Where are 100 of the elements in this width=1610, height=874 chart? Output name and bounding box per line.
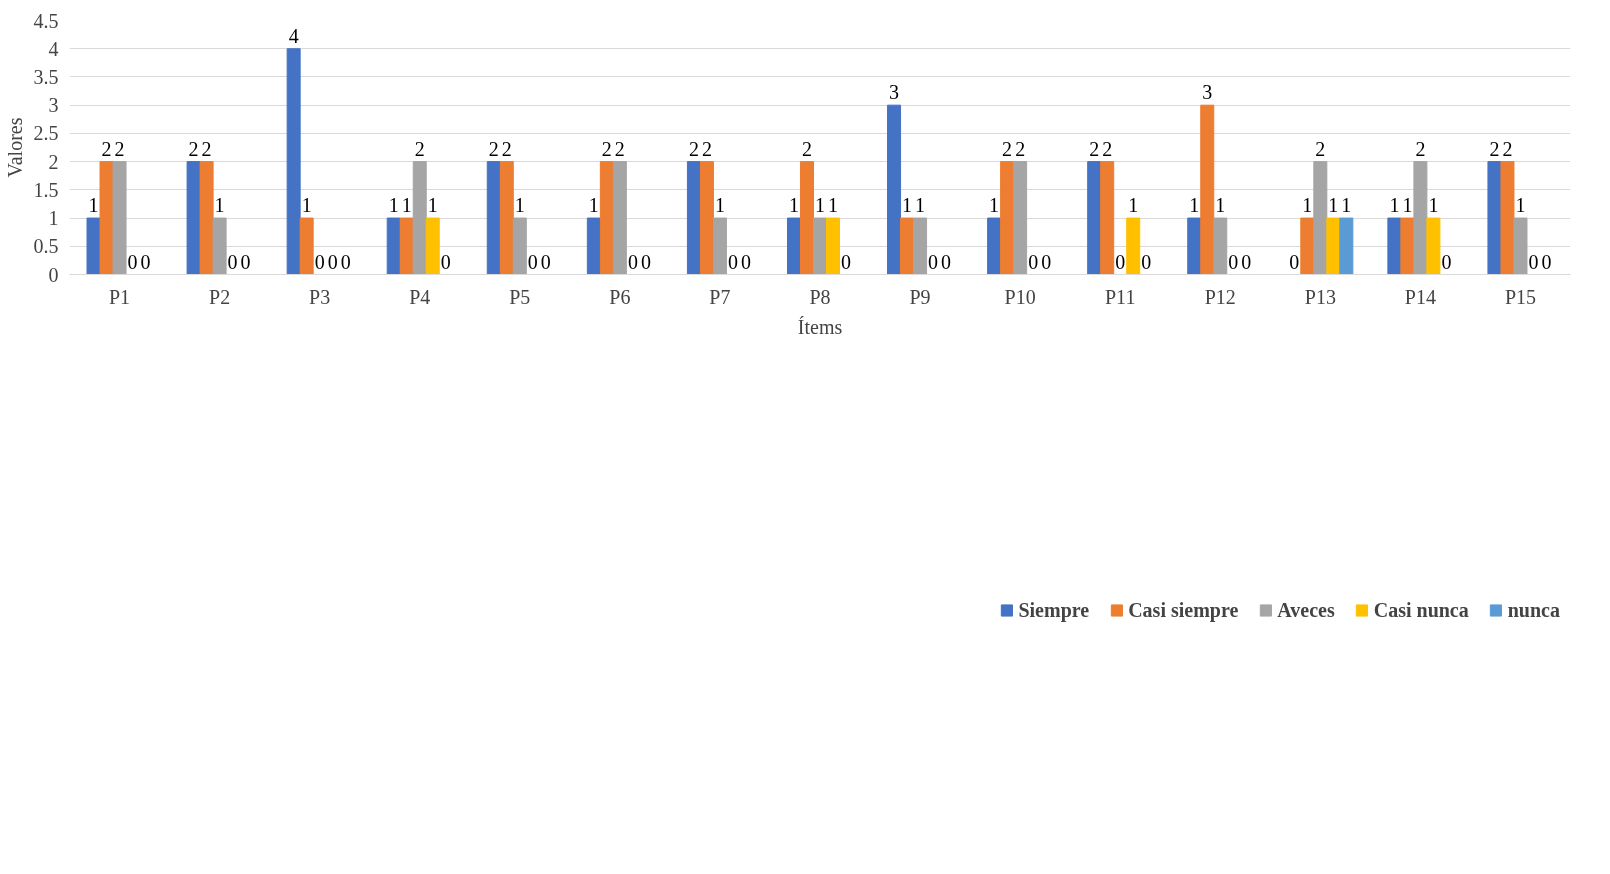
x-tick-label: P3 (309, 285, 331, 308)
data-label: 1 (1302, 194, 1313, 217)
data-label: 3 (1202, 81, 1213, 104)
data-label: 1 (1428, 194, 1439, 217)
data-label: 1 (514, 194, 525, 217)
data-label: 2 (1015, 137, 1026, 160)
bar (99, 161, 114, 275)
data-label: 1 (1128, 194, 1139, 217)
data-label: 0 (1289, 250, 1300, 273)
legend-label: nunca (1507, 598, 1560, 622)
legend-label: Casi siempre (1128, 598, 1239, 622)
x-tick-label: P1 (108, 285, 131, 308)
bar (386, 217, 401, 275)
bar (786, 217, 801, 275)
legend-label: Casi nunca (1373, 598, 1469, 622)
data-label: 0 (240, 250, 251, 273)
bar (1326, 217, 1341, 275)
data-label: 0 (1228, 250, 1239, 273)
bar (1213, 217, 1228, 275)
data-label: 0 (1541, 250, 1552, 273)
y-tick-label: 3 (48, 94, 59, 117)
data-label: 1 (1515, 194, 1526, 217)
legend-label: Siempre (1018, 598, 1090, 622)
bar (499, 161, 514, 275)
bar (299, 217, 314, 275)
bar (1000, 161, 1015, 275)
data-label: 1 (1341, 194, 1352, 217)
bar (412, 161, 427, 275)
data-label: 0 (540, 250, 551, 273)
y-tick-label: 3.5 (33, 65, 59, 88)
bar (1300, 217, 1315, 275)
data-label: 2 (801, 137, 812, 160)
bar (826, 217, 841, 275)
data-label: 2 (1489, 137, 1500, 160)
data-label: 0 (314, 250, 325, 273)
bar (1387, 217, 1402, 275)
data-label: 1 (989, 194, 1000, 217)
data-label: 0 (1528, 250, 1539, 273)
bar (86, 217, 101, 275)
data-label: 2 (101, 137, 112, 160)
data-label: 0 (327, 250, 338, 273)
y-tick-label: 1.5 (33, 178, 59, 201)
bar (1313, 161, 1328, 275)
data-label: 0 (627, 250, 638, 273)
x-tick-label: P7 (709, 285, 731, 308)
data-label: 2 (614, 137, 625, 160)
x-tick-label: P8 (809, 285, 831, 308)
y-tick-label: 4.5 (33, 9, 59, 32)
data-label: 4 (288, 24, 299, 47)
data-label: 1 (588, 194, 599, 217)
data-label: 2 (501, 137, 512, 160)
bar (425, 217, 440, 275)
data-label: 2 (201, 137, 212, 160)
x-tick-label: P15 (1504, 285, 1537, 308)
data-label: 0 (440, 250, 451, 273)
x-tick-label: P11 (1105, 285, 1136, 308)
data-label: 2 (1089, 137, 1100, 160)
bar (512, 217, 527, 275)
y-tick-label: 0 (48, 263, 59, 286)
bar (486, 161, 501, 275)
x-tick-label: P12 (1204, 285, 1236, 308)
data-label: 0 (340, 250, 351, 273)
bar (1126, 217, 1141, 275)
bar (1339, 217, 1354, 275)
x-tick-label: P10 (1004, 285, 1036, 308)
data-label: 0 (1241, 250, 1252, 273)
bar (1413, 161, 1428, 275)
bar (599, 161, 614, 275)
data-label: 2 (1102, 137, 1113, 160)
data-label: 0 (740, 250, 751, 273)
data-label: 1 (1402, 194, 1413, 217)
bar (1500, 161, 1515, 275)
bar (1013, 161, 1028, 275)
data-label: 1 (388, 194, 399, 217)
y-tick-label: 1 (48, 207, 59, 230)
x-tick-label: P9 (909, 285, 931, 308)
data-label: 0 (1041, 250, 1052, 273)
data-label: 3 (889, 81, 900, 104)
bar (987, 217, 1002, 275)
data-label: 1 (828, 194, 839, 217)
bar (1087, 161, 1102, 275)
data-label: 2 (1502, 137, 1513, 160)
data-label: 1 (88, 194, 99, 217)
bar (887, 104, 902, 275)
bar (1513, 217, 1528, 275)
bar (1100, 161, 1115, 275)
bar (212, 217, 227, 275)
data-label: 0 (1115, 250, 1126, 273)
data-label: 2 (701, 137, 712, 160)
bar (199, 161, 214, 275)
x-tick-label: P6 (609, 285, 631, 308)
bar (699, 161, 714, 275)
data-label: 2 (601, 137, 612, 160)
data-label: 1 (714, 194, 725, 217)
x-tick-label: P14 (1404, 285, 1436, 308)
bar (686, 161, 701, 275)
data-label: 1 (427, 194, 438, 217)
data-label: 0 (640, 250, 651, 273)
x-tick-label: P13 (1304, 285, 1336, 308)
data-label: 1 (1328, 194, 1339, 217)
